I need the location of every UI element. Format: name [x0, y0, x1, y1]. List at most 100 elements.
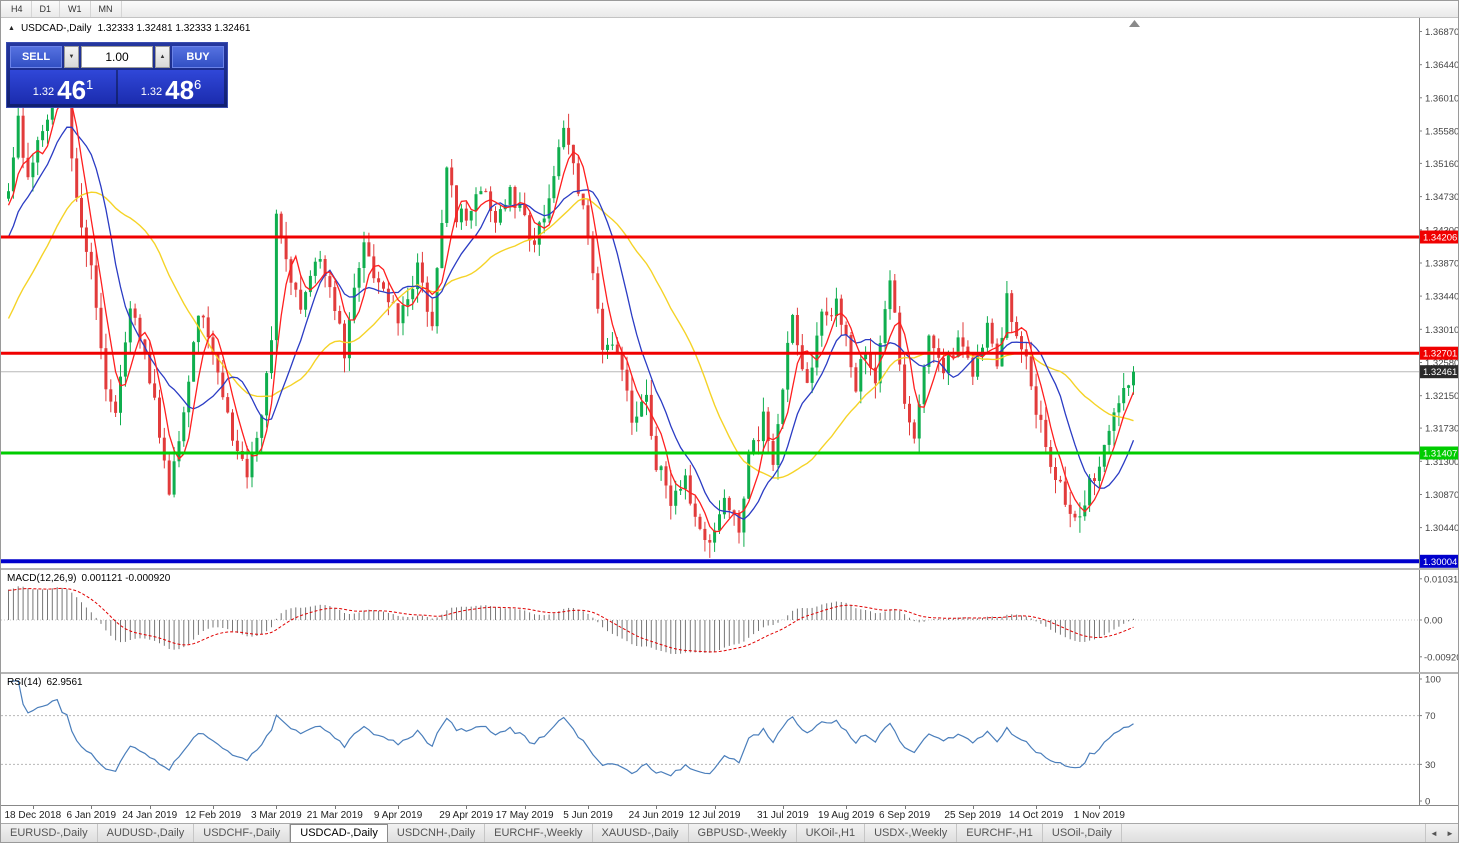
horizontal-level-lines[interactable] — [1, 235, 1419, 564]
chart-tab-gbpusd-weekly[interactable]: GBPUSD-,Weekly — [689, 824, 797, 842]
chart-tab-eurchf-weekly[interactable]: EURCHF-,Weekly — [485, 824, 593, 842]
chart-tab-eurchf-h1[interactable]: EURCHF-,H1 — [957, 824, 1043, 842]
chart-tab-xauusd-daily[interactable]: XAUUSD-,Daily — [593, 824, 689, 842]
chart-tab-ukoil-h1[interactable]: UKOil-,H1 — [797, 824, 866, 842]
svg-text:30: 30 — [1425, 760, 1436, 771]
timeframe-toolbar: H4 D1 W1 MN — [1, 1, 1458, 18]
chart-symbol-label: USDCAD-,Daily — [20, 23, 92, 34]
date-tick-label: 6 Jan 2019 — [66, 810, 117, 821]
date-tick — [398, 806, 400, 809]
date-tick-label: 25 Sep 2019 — [944, 810, 1002, 821]
rsi-chart[interactable]: 100 70 30 0 — [1, 674, 1459, 805]
svg-text:0: 0 — [1425, 797, 1430, 806]
chart-tab-usdchf-daily[interactable]: USDCHF-,Daily — [194, 824, 291, 842]
chart-tab-usdcnh-daily[interactable]: USDCNH-,Daily — [388, 824, 486, 842]
svg-text:0.00: 0.00 — [1424, 616, 1443, 627]
chart-tab-bar: EURUSD-,Daily AUDUSD-,Daily USDCHF-,Daily U… — [1, 823, 1458, 842]
svg-text:1.35160: 1.35160 — [1425, 159, 1459, 170]
date-tick — [91, 806, 93, 809]
chart-tab-audusd-daily[interactable]: AUDUSD-,Daily — [98, 824, 195, 842]
macd-label: MACD(12,26,9) 0.001121 -0.000920 — [7, 573, 170, 584]
price-chart[interactable]: 1.36870 1.36440 1.36010 1.35580 1.35160 1.347… — [1, 18, 1459, 568]
rsi-panel: 100 70 30 0 RSI(14) 62.9561 — [1, 674, 1458, 805]
rsi-value: 62.9561 — [46, 677, 83, 688]
date-tick-label: 9 Apr 2019 — [373, 810, 423, 821]
date-tick-label: 5 Jun 2019 — [563, 810, 613, 821]
timeframe-w1-button[interactable]: W1 — [60, 1, 91, 17]
price-axis: 1.36870 1.36440 1.36010 1.35580 1.35160 1.347… — [1419, 18, 1459, 568]
chart-collapse-icon[interactable]: ▲ — [8, 25, 15, 32]
date-tick-label: 31 Jul 2019 — [756, 810, 809, 821]
timeframe-h4-button[interactable]: H4 — [3, 1, 32, 17]
panel-splitter-rsi[interactable] — [1, 672, 1458, 674]
svg-text:70: 70 — [1425, 711, 1436, 722]
rsi-name: RSI(14) — [7, 677, 42, 688]
sell-button[interactable]: SELL — [10, 46, 62, 68]
volume-increase-button[interactable]: ▲ — [155, 46, 170, 68]
svg-text:1.30440: 1.30440 — [1425, 523, 1459, 534]
tabs-scroll-right-button[interactable]: ► — [1442, 824, 1458, 842]
date-tick-label: 21 Mar 2019 — [306, 810, 363, 821]
date-tick-label: 24 Jan 2019 — [122, 810, 178, 821]
chart-tab-usdcad-daily[interactable]: USDCAD-,Daily — [290, 824, 388, 842]
tabs-scroll-left-button[interactable]: ◄ — [1426, 824, 1442, 842]
date-tick-label: 29 Apr 2019 — [439, 810, 494, 821]
date-tick — [1036, 806, 1038, 809]
svg-text:1.34730: 1.34730 — [1425, 192, 1459, 203]
volume-input[interactable] — [81, 46, 153, 68]
svg-text:1.35580: 1.35580 — [1425, 127, 1459, 138]
svg-text:1.33010: 1.33010 — [1425, 325, 1459, 336]
svg-text:1.31300: 1.31300 — [1425, 457, 1459, 468]
chart-tab-usdx-weekly[interactable]: USDX-,Weekly — [865, 824, 958, 842]
macd-chart[interactable]: 0.010311 0.00 -0.00920 — [1, 570, 1459, 672]
trade-controls-row: SELL ▼ ▲ BUY — [10, 46, 224, 68]
date-tick — [588, 806, 590, 809]
sell-price-button[interactable]: 1.32 46 1 — [10, 70, 116, 104]
buy-price-button[interactable]: 1.32 48 6 — [118, 70, 224, 104]
timeframe-d1-button[interactable]: D1 — [32, 1, 61, 17]
svg-text:100: 100 — [1425, 675, 1441, 686]
buy-button[interactable]: BUY — [172, 46, 224, 68]
svg-text:1.30004: 1.30004 — [1423, 557, 1457, 568]
date-tick — [782, 806, 784, 809]
date-tick — [524, 806, 526, 809]
date-tick-label: 3 Mar 2019 — [251, 810, 302, 821]
macd-histogram — [8, 586, 1134, 654]
svg-text:-0.00920: -0.00920 — [1424, 652, 1459, 663]
buy-price-figure: 1.32 — [140, 86, 163, 98]
one-click-trading-panel: SELL ▼ ▲ BUY 1.32 46 1 1.32 48 6 — [6, 42, 228, 108]
date-axis: 18 Dec 2018 6 Jan 2019 24 Jan 2019 12 Feb 2… — [1, 805, 1458, 823]
date-tick-label: 1 Nov 2019 — [1073, 810, 1125, 821]
svg-text:1.31730: 1.31730 — [1425, 424, 1459, 435]
buy-price-point: 6 — [194, 77, 202, 92]
date-tick-label: 12 Feb 2019 — [184, 810, 242, 821]
chart-tab-usoil-daily[interactable]: USOil-,Daily — [1043, 824, 1122, 842]
chart-tabs: EURUSD-,Daily AUDUSD-,Daily USDCHF-,Daily U… — [1, 824, 1425, 842]
svg-text:0.010311: 0.010311 — [1424, 574, 1459, 585]
panel-splitter-macd[interactable] — [1, 568, 1458, 570]
date-tick — [1099, 806, 1101, 809]
chart-shift-marker-icon[interactable] — [1129, 20, 1140, 27]
svg-text:1.33440: 1.33440 — [1425, 292, 1459, 303]
rsi-line — [8, 679, 1134, 777]
rsi-axis: 100 70 30 0 — [1419, 674, 1458, 806]
svg-text:1.36870: 1.36870 — [1425, 27, 1459, 38]
date-tick — [276, 806, 278, 809]
chart-tab-eurusd-daily[interactable]: EURUSD-,Daily — [1, 824, 98, 842]
date-tick — [334, 806, 336, 809]
macd-signal-line — [8, 587, 1134, 653]
svg-text:1.32701: 1.32701 — [1423, 349, 1457, 360]
macd-axis: 0.010311 0.00 -0.00920 — [1419, 570, 1459, 672]
timeframe-mn-button[interactable]: MN — [91, 1, 122, 17]
date-tick — [213, 806, 215, 809]
rsi-label: RSI(14) 62.9561 — [7, 677, 83, 688]
tab-scroll-controls: ◄ ► — [1425, 824, 1458, 842]
macd-panel: 0.010311 0.00 -0.00920 MACD(12,26,9) 0.001… — [1, 570, 1458, 672]
date-tick — [32, 806, 34, 809]
svg-text:1.32461: 1.32461 — [1423, 367, 1457, 378]
date-tick-label: 19 Aug 2019 — [818, 810, 875, 821]
date-tick — [904, 806, 906, 809]
svg-text:1.36010: 1.36010 — [1425, 93, 1459, 104]
volume-decrease-button[interactable]: ▼ — [64, 46, 79, 68]
date-tick-label: 12 Jul 2019 — [688, 810, 741, 821]
